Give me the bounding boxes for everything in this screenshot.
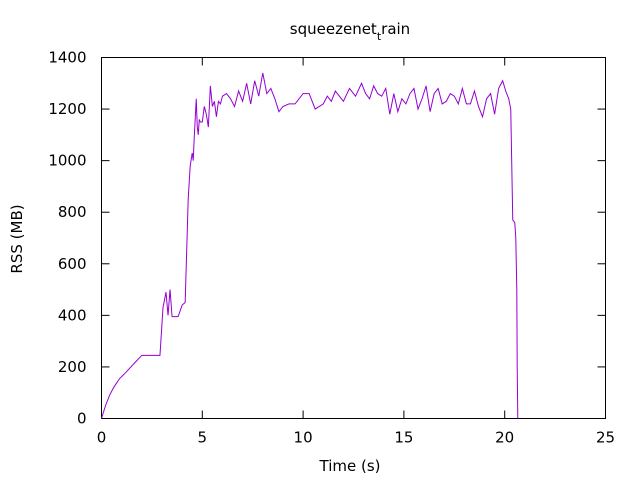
plot-frame xyxy=(101,57,606,419)
x-tick-label: 5 xyxy=(198,429,208,447)
y-tick-label: 200 xyxy=(58,358,87,376)
y-tick-label: 1400 xyxy=(48,49,86,67)
rss-series-line xyxy=(101,72,519,419)
y-tick-label: 800 xyxy=(58,203,87,221)
y-tick-label: 1200 xyxy=(48,100,86,118)
x-tick-label: 15 xyxy=(394,429,413,447)
x-axis: 0 5 10 15 20 25 xyxy=(97,57,615,447)
chart-title-subscript: t xyxy=(377,30,382,43)
x-tick-label: 25 xyxy=(596,429,615,447)
y-tick-label: 400 xyxy=(58,306,87,324)
chart-title-main: squeezenet xyxy=(290,20,377,38)
y-tick-label: 600 xyxy=(58,255,87,273)
chart-title: squeezenettrain xyxy=(290,20,410,43)
y-tick-label: 1000 xyxy=(48,152,86,170)
x-tick-label: 10 xyxy=(294,429,313,447)
y-axis-label: RSS (MB) xyxy=(8,204,26,273)
y-tick-label: 0 xyxy=(77,410,87,428)
x-tick-label: 0 xyxy=(97,429,107,447)
chart-title-suffix: rain xyxy=(381,20,410,38)
x-tick-label: 20 xyxy=(495,429,514,447)
x-axis-label: Time (s) xyxy=(319,457,381,475)
y-axis: 0 200 400 600 800 1000 1200 1400 xyxy=(48,49,606,428)
